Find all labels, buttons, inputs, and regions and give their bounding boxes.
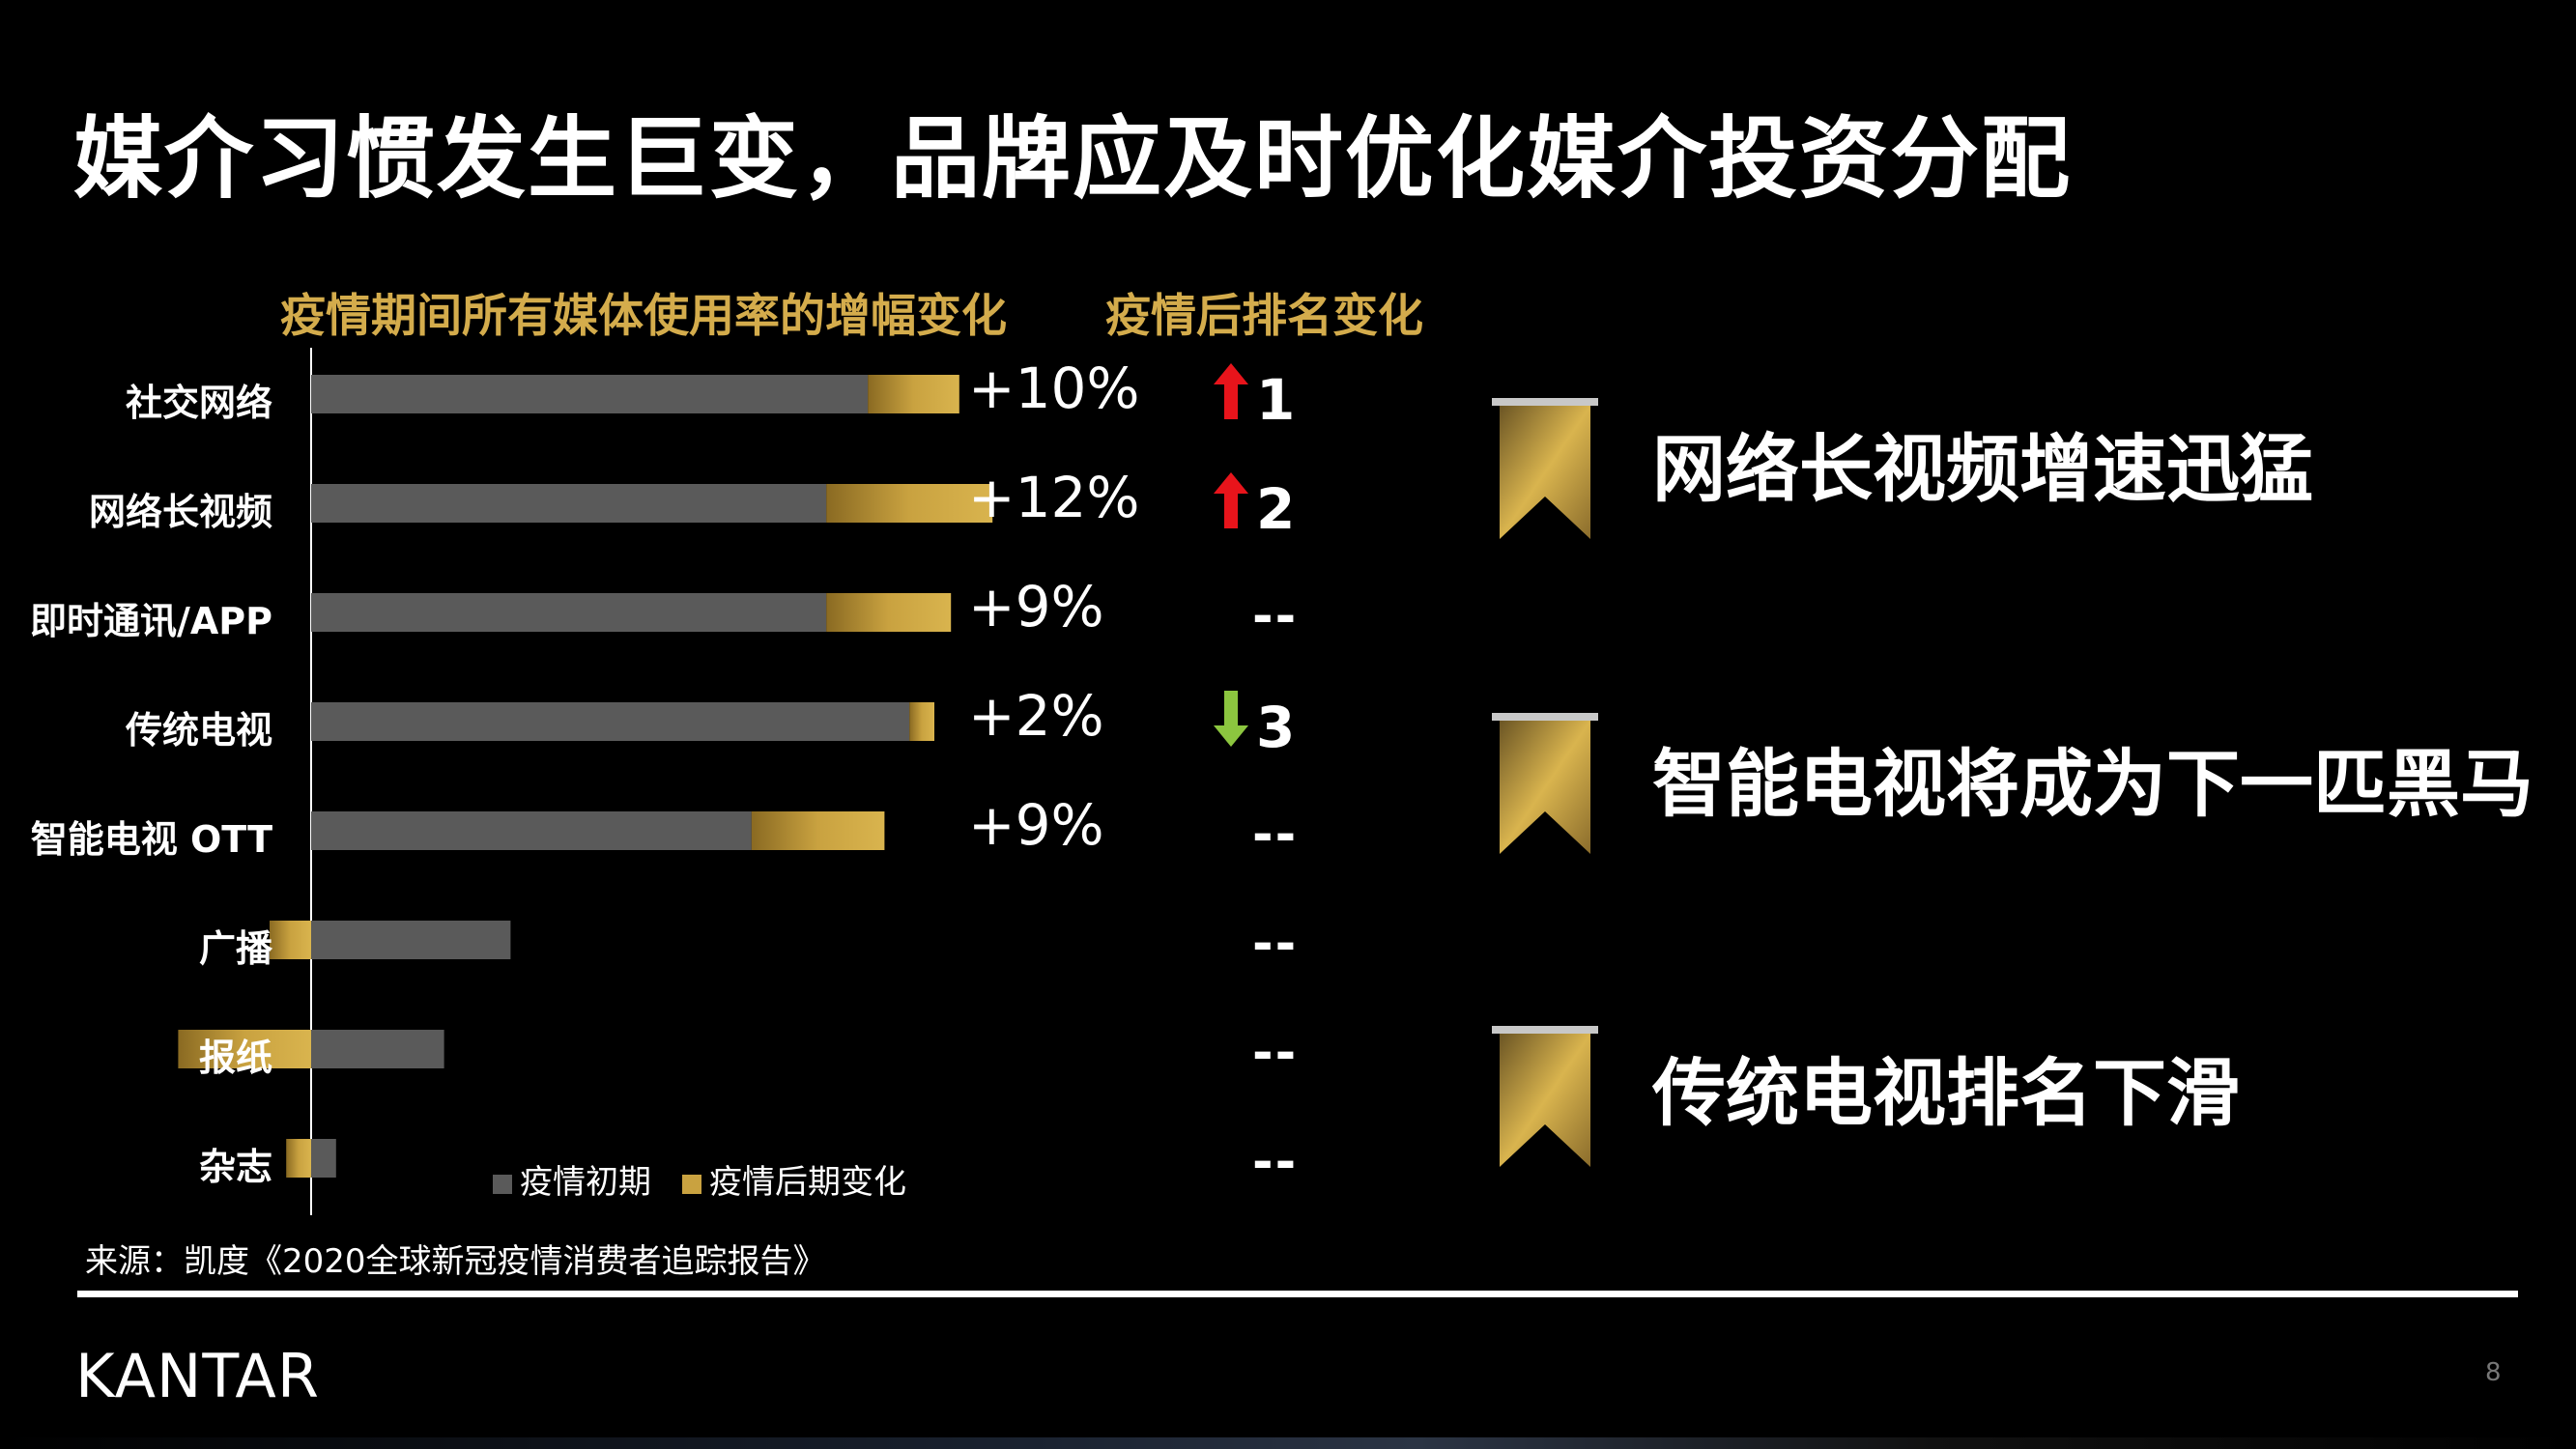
- ribbon-icon: [1492, 713, 1598, 854]
- chart-header: 疫情期间所有媒体使用率的增幅变化: [280, 290, 1007, 343]
- bar-change-0: [868, 375, 959, 413]
- category-label: 智能电视 OTT: [30, 818, 272, 861]
- bar-change-1: [826, 484, 993, 523]
- category-label: 即时通讯/APP: [30, 600, 272, 642]
- legend-label-base: 疫情初期: [520, 1163, 651, 1202]
- rank-header: 疫情后排名变化: [1105, 290, 1423, 343]
- legend-label-change: 疫情后期变化: [709, 1163, 906, 1202]
- rank-unchanged: --: [1252, 1133, 1299, 1191]
- bar-base-6: [311, 1030, 444, 1068]
- rank-value: 3: [1256, 695, 1296, 760]
- kantar-logo: KANTAR: [75, 1341, 320, 1411]
- rank-unchanged: --: [1252, 915, 1299, 973]
- category-label: 网络长视频: [88, 491, 272, 533]
- legend-item-base: 疫情初期: [493, 1155, 651, 1203]
- page-number: 8: [2485, 1358, 2502, 1387]
- category-label: 报纸: [198, 1037, 272, 1079]
- bar-base-4: [311, 811, 752, 850]
- bar-change-3: [909, 702, 934, 741]
- category-label: 杂志: [198, 1146, 272, 1188]
- category-label: 社交网络: [125, 382, 272, 424]
- legend-item-change: 疫情后期变化: [682, 1155, 906, 1203]
- rank-unchanged: --: [1252, 1024, 1299, 1082]
- arrow-up-icon: [1214, 472, 1248, 528]
- arrow-down-icon: [1214, 691, 1248, 747]
- bar-change-5: [270, 921, 311, 959]
- divider: [77, 1291, 2518, 1297]
- page-title: 媒介习惯发生巨变，品牌应及时优化媒介投资分配: [73, 107, 2073, 211]
- bar-base-1: [311, 484, 827, 523]
- rank-unchanged: --: [1252, 806, 1299, 864]
- bar-base-2: [311, 593, 827, 632]
- change-label: +9%: [968, 792, 1104, 858]
- rank-value: 2: [1256, 476, 1296, 542]
- bar-change-4: [751, 811, 885, 850]
- change-label: +2%: [968, 683, 1104, 749]
- change-label: +9%: [968, 574, 1104, 639]
- bar-base-3: [311, 702, 910, 741]
- bar-change-2: [826, 593, 952, 632]
- change-label: +10%: [968, 355, 1140, 421]
- legend-swatch-base: [493, 1174, 512, 1194]
- takeaway-2: 智能电视将成为下一匹黑马: [1652, 741, 2533, 827]
- rank-value: 1: [1256, 367, 1296, 433]
- ribbon-icon: [1492, 398, 1598, 539]
- bar-base-5: [311, 921, 511, 959]
- bar-change-6: [178, 1030, 311, 1068]
- bar-base-7: [311, 1139, 336, 1178]
- change-label: +12%: [968, 465, 1140, 530]
- takeaway-1: 网络长视频增速迅猛: [1652, 426, 2313, 512]
- legend-swatch-change: [682, 1174, 701, 1194]
- category-label: 传统电视: [125, 709, 272, 752]
- source-note: 来源：凯度《2020全球新冠疫情消费者追踪报告》: [85, 1242, 826, 1281]
- ribbon-icon: [1492, 1026, 1598, 1167]
- takeaway-3: 传统电视排名下滑: [1652, 1050, 2240, 1136]
- bar-change-7: [286, 1139, 311, 1178]
- background-strip: [0, 1437, 2576, 1449]
- category-label: 广播: [198, 927, 272, 970]
- rank-unchanged: --: [1252, 587, 1299, 645]
- arrow-up-icon: [1214, 363, 1248, 419]
- bar-base-0: [311, 375, 869, 413]
